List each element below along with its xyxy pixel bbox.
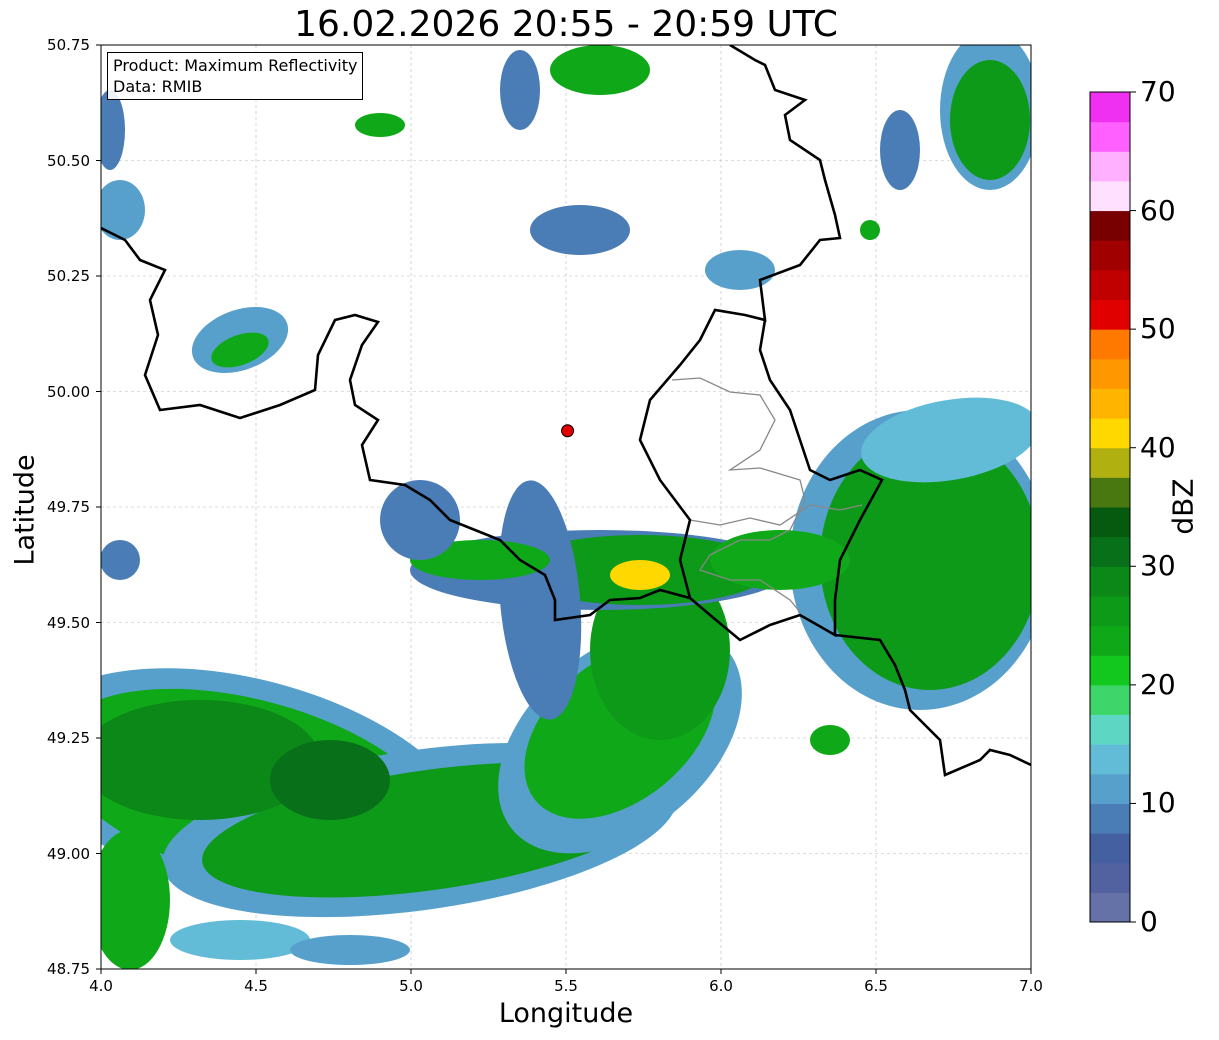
echo-area xyxy=(860,220,880,240)
colorbar-bin xyxy=(1090,210,1130,241)
colorbar-label: dBZ xyxy=(1166,478,1200,535)
echo-area xyxy=(170,920,310,960)
x-tick-label: 4.0 xyxy=(89,977,113,995)
echo-area xyxy=(500,50,540,130)
colorbar-tick-label: 60 xyxy=(1140,193,1176,227)
province-border xyxy=(689,504,863,526)
colorbar-bin xyxy=(1090,269,1130,300)
x-tick-label: 4.5 xyxy=(244,977,268,995)
y-tick-label: 50.00 xyxy=(47,382,90,401)
y-tick-label: 49.25 xyxy=(47,729,90,747)
x-tick-label: 5.0 xyxy=(399,977,423,995)
echo-area xyxy=(290,935,410,965)
echo-area xyxy=(710,530,850,590)
colorbar xyxy=(1089,91,1136,923)
province-border xyxy=(671,377,806,613)
figure-title: 16.02.2026 20:55 - 20:59 UTC xyxy=(294,4,838,45)
echo-area xyxy=(705,250,775,290)
echo-area xyxy=(380,480,460,560)
y-tick-label: 49.75 xyxy=(47,498,90,516)
reflectivity-echoes xyxy=(101,45,1031,969)
colorbar-tick-label: 0 xyxy=(1140,905,1158,938)
echo-area xyxy=(861,397,1031,483)
x-tick-label: 7.0 xyxy=(1019,977,1043,995)
echo-area xyxy=(211,332,269,368)
y-tick-label: 50.75 xyxy=(47,36,90,54)
country-border xyxy=(834,633,1031,777)
colorbar-bin xyxy=(1090,299,1130,330)
colorbar-bin xyxy=(1090,595,1130,627)
colorbar-bin xyxy=(1090,536,1130,567)
echo-area xyxy=(530,205,630,255)
echo-area xyxy=(101,700,320,820)
echo-area xyxy=(550,45,650,95)
colorbar-tick-label: 10 xyxy=(1140,786,1176,820)
colorbar-bin xyxy=(1090,744,1130,775)
colorbar-tick-label: 40 xyxy=(1140,430,1176,464)
colorbar-bin xyxy=(1090,803,1130,834)
colorbar-bin xyxy=(1090,418,1130,449)
colorbar-bin xyxy=(1090,655,1130,686)
colorbar-bin xyxy=(1090,833,1130,864)
colorbar-frame xyxy=(1089,91,1131,923)
y-axis-label: Latitude xyxy=(9,454,41,566)
colorbar-tick-label: 20 xyxy=(1140,667,1176,701)
colorbar-bin xyxy=(1090,121,1130,152)
country-border xyxy=(689,319,884,642)
plot-frame xyxy=(100,44,1032,970)
echo-area xyxy=(101,90,125,170)
echo-area xyxy=(610,560,670,590)
colorbar-bin xyxy=(1090,388,1130,419)
colorbar-bin xyxy=(1090,507,1130,538)
radar-site-marker xyxy=(561,424,575,438)
echo-area xyxy=(101,540,140,580)
colorbar-bin xyxy=(1090,358,1130,389)
colorbar-bin xyxy=(1090,714,1130,745)
colorbar-bin xyxy=(1090,447,1130,478)
echo-area xyxy=(950,60,1030,180)
legend-product: Product: Maximum Reflectivity xyxy=(113,56,358,75)
colorbar-bin xyxy=(1090,566,1130,597)
echo-area xyxy=(101,830,170,969)
colorbar-bin xyxy=(1090,329,1130,360)
echo-area xyxy=(270,740,390,820)
legend-source: Data: RMIB xyxy=(113,77,203,96)
y-tick-label: 48.75 xyxy=(47,960,90,978)
colorbar-bin xyxy=(1090,477,1130,508)
y-tick-label: 50.50 xyxy=(47,151,90,170)
colorbar-tick-label: 70 xyxy=(1140,75,1176,108)
colorbar-bin xyxy=(1090,240,1130,271)
echo-area xyxy=(498,480,582,720)
colorbar-bin xyxy=(1090,180,1130,212)
colorbar-bin xyxy=(1090,151,1130,182)
country-border xyxy=(101,45,842,622)
echo-area xyxy=(810,725,850,755)
colorbar-bin xyxy=(1090,625,1130,656)
x-tick-label: 6.5 xyxy=(864,977,888,995)
x-tick-label: 5.5 xyxy=(554,977,578,995)
colorbar-tick-label: 50 xyxy=(1140,312,1176,346)
colorbar-tick-label: 30 xyxy=(1140,549,1176,583)
colorbar-bin xyxy=(1090,92,1130,123)
colorbar-bin xyxy=(1090,684,1130,715)
echo-area xyxy=(355,113,405,137)
y-tick-label: 50.25 xyxy=(47,267,90,285)
y-tick-label: 49.00 xyxy=(47,844,90,863)
x-axis-label: Longitude xyxy=(498,998,634,1029)
colorbar-bin xyxy=(1090,862,1130,893)
x-tick-label: 6.0 xyxy=(709,977,733,995)
colorbar-bin xyxy=(1090,773,1130,804)
legend-box: Product: Maximum Reflectivity Data: RMIB xyxy=(107,52,364,100)
echo-area xyxy=(101,180,145,240)
echo-area xyxy=(880,110,920,190)
colorbar-bin xyxy=(1090,892,1130,923)
y-tick-label: 49.50 xyxy=(47,613,90,632)
